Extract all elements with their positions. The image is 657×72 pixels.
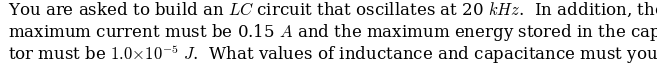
- Text: tor must be $1.0{\times}10^{-5}$ $\mathit{J}$.  What values of inductance and ca: tor must be $1.0{\times}10^{-5}$ $\mathi…: [8, 42, 657, 66]
- Text: You are asked to build an $\mathit{LC}$ circuit that oscillates at 20 $\mathit{k: You are asked to build an $\mathit{LC}$ …: [8, 0, 657, 19]
- Text: maximum current must be 0.15 $\mathit{A}$ and the maximum energy stored in the c: maximum current must be 0.15 $\mathit{A}…: [8, 22, 657, 43]
